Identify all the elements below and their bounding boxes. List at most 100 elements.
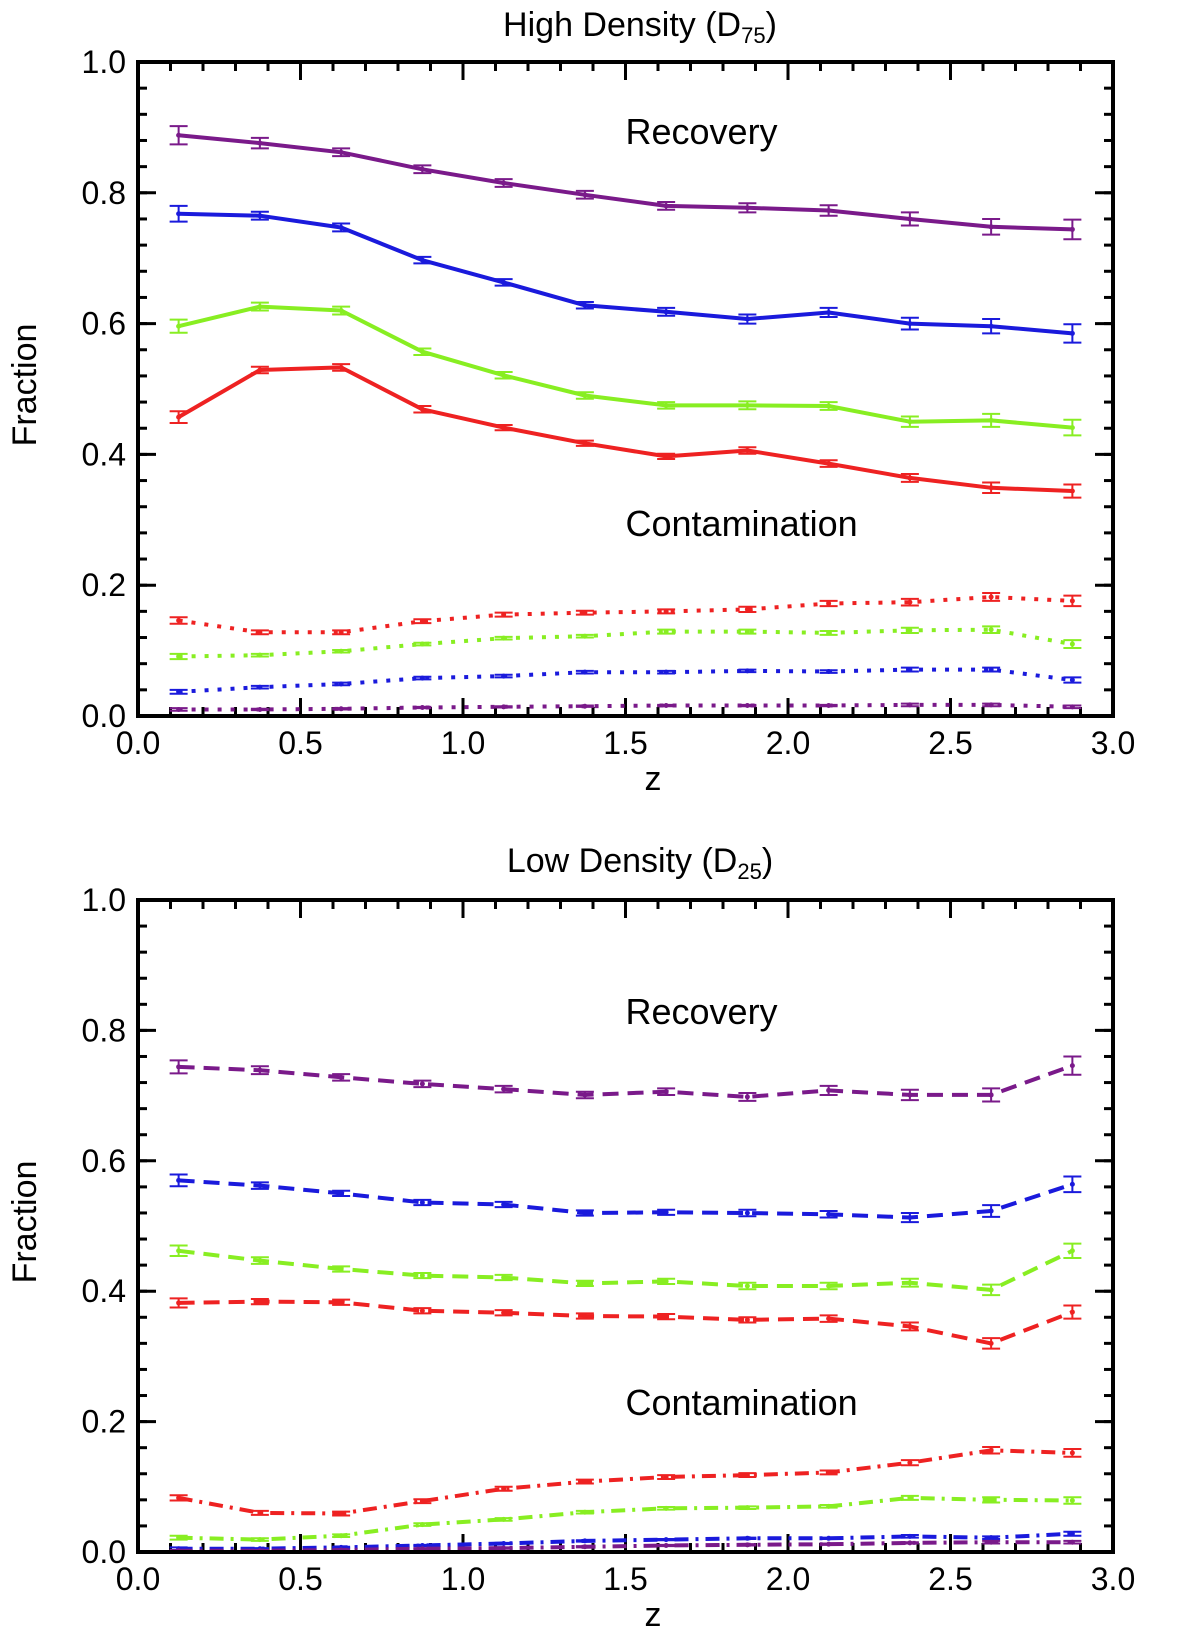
data-point [257,629,263,635]
data-point [907,1092,913,1098]
data-point [257,1510,263,1516]
data-point [988,667,994,673]
data-point [338,1074,344,1080]
data-point [501,612,507,618]
data-point [257,1258,263,1264]
data-point [826,309,832,315]
data-point [419,166,425,172]
data-point [1069,1531,1075,1537]
data-point [582,393,588,399]
data-point [257,684,263,690]
data-point [338,224,344,230]
data-point [988,1092,994,1098]
data-point [176,706,182,712]
data-point [1069,641,1075,647]
series-contamination-purple [169,702,1082,712]
series-recovery-blue [169,1173,1082,1224]
data-point [826,1283,832,1289]
data-point [338,629,344,635]
series-contamination-green [169,1494,1082,1543]
data-point [582,669,588,675]
data-point [744,668,750,674]
x-tick-label: 0.0 [116,725,160,761]
series-line [178,1063,1074,1099]
data-point [501,1486,507,1492]
annotation-recovery: Recovery [626,111,778,152]
series-contamination-red [169,592,1082,636]
data-point [1069,1181,1075,1187]
data-point [907,321,913,327]
x-tick-label: 2.5 [928,1561,972,1597]
data-point [1069,1539,1075,1545]
data-point [907,1495,913,1501]
series-line [178,304,1073,430]
data-point [1069,1063,1075,1069]
data-point [907,702,913,708]
x-tick-label: 1.0 [441,725,485,761]
data-point [663,1542,669,1548]
panel-low-density: Low Density (D25) z Fraction 0.0 0.5 1.0 1.… [6,842,1135,1632]
data-point [338,1511,344,1517]
annotation-contamination: Contamination [626,503,858,544]
series-contamination-purple [169,1539,1082,1554]
data-point [988,1340,994,1346]
x-tick-label: 2.0 [766,725,810,761]
data-point [663,1209,669,1215]
data-point [744,1535,750,1541]
data-point [176,414,182,420]
data-point [907,1215,913,1221]
data-point [176,689,182,695]
data-point [582,1538,588,1544]
data-point [826,1469,832,1475]
x-axis-label: z [645,1596,662,1632]
series-line [178,702,1073,712]
data-point [826,1087,832,1093]
data-point [501,704,507,710]
data-point [1069,226,1075,232]
data-point [582,1210,588,1216]
data-point [826,630,832,636]
data-point [582,1313,588,1319]
data-point [1069,425,1075,431]
y-tick-label: 0.4 [82,1273,126,1309]
x-tick-label: 3.0 [1091,725,1135,761]
data-point [257,367,263,373]
data-point [257,140,263,146]
data-point [907,475,913,481]
data-point [826,1211,832,1217]
data-point [744,1317,750,1323]
data-point [257,1067,263,1073]
data-point [663,1314,669,1320]
data-point [988,1497,994,1503]
data-point [907,216,913,222]
panel-high-density: High Density (D75) z Fraction 0.0 0.5 1.0 1… [6,6,1135,798]
data-point [826,1316,832,1322]
data-point [582,1092,588,1098]
data-point [1069,704,1075,710]
data-point [501,1516,507,1522]
series-line [177,365,1073,493]
data-point [176,1300,182,1306]
data-point [907,1323,913,1329]
annotation-recovery: Recovery [626,991,778,1032]
data-point [744,1210,750,1216]
data-point [501,180,507,186]
data-point [907,667,913,673]
data-point [663,1089,669,1095]
series-recovery-green [169,301,1082,437]
series-line [178,1531,1073,1551]
data-point [826,403,832,409]
data-point [501,1086,507,1092]
data-point [257,1537,263,1543]
data-point [1069,330,1075,336]
plot-frame [136,60,1115,718]
plot-frame [136,898,1115,1554]
data-point [176,132,182,138]
data-point [176,323,182,329]
data-point [419,675,425,681]
data-point [501,1545,507,1551]
series-contamination-red [169,1446,1082,1517]
x-tick-label: 3.0 [1091,1561,1135,1597]
data-point [663,309,669,315]
data-point [176,1064,182,1070]
